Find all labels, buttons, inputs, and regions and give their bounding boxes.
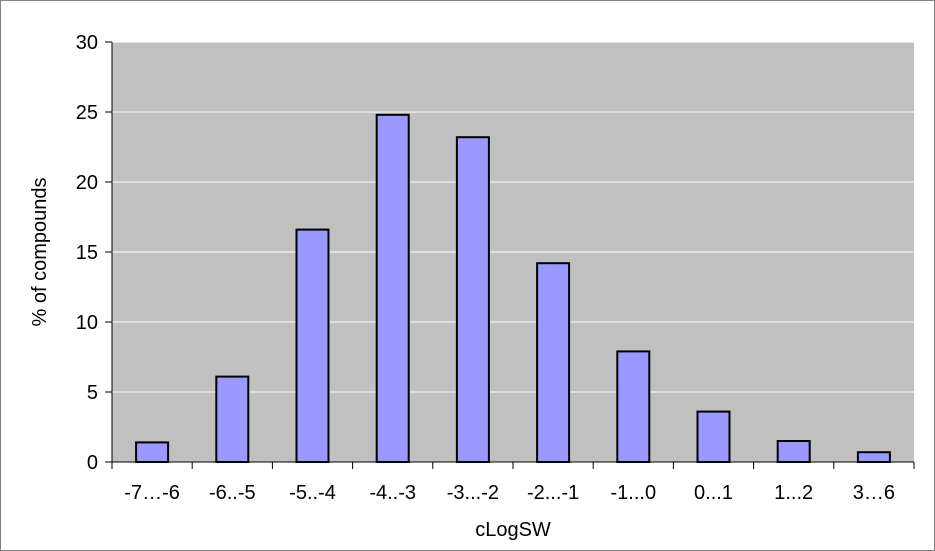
x-tick-labels: -7…-6 -6..-5 -5..-4 -4..-3 -3...-2 -2...-1 -1.… bbox=[124, 482, 895, 504]
x-tick-label: -7…-6 bbox=[124, 482, 180, 504]
y-tick-label: 25 bbox=[76, 102, 98, 124]
x-tick-label: 3…6 bbox=[853, 482, 895, 504]
bar bbox=[135, 441, 170, 463]
y-tick-label: 20 bbox=[76, 172, 98, 194]
gridlines bbox=[112, 41, 914, 393]
y-axis-title: % of compounds bbox=[29, 178, 51, 327]
y-tick-labels: 0 5 10 15 20 25 30 bbox=[76, 32, 98, 474]
bar bbox=[375, 113, 410, 464]
x-tick-label: -2...-1 bbox=[527, 482, 579, 504]
x-tick-label: -4..-3 bbox=[369, 482, 416, 504]
bar bbox=[536, 262, 571, 464]
x-tick-label: -1...0 bbox=[611, 482, 657, 504]
x-tick-label: -5..-4 bbox=[289, 482, 336, 504]
bar bbox=[455, 136, 490, 463]
bar bbox=[295, 228, 330, 463]
x-tick-label: 1...2 bbox=[774, 482, 813, 504]
x-axis-title: cLogSW bbox=[475, 519, 551, 541]
y-tick-label: 15 bbox=[76, 242, 98, 264]
bar bbox=[696, 410, 731, 464]
bar bbox=[616, 350, 651, 463]
bar bbox=[776, 440, 811, 463]
y-tick-label: 30 bbox=[76, 32, 98, 54]
y-tick-label: 5 bbox=[87, 382, 98, 404]
x-tick-label: 0...1 bbox=[694, 482, 733, 504]
bar bbox=[215, 375, 250, 464]
bar bbox=[856, 451, 891, 464]
x-tick-label: -3...-2 bbox=[447, 482, 499, 504]
y-tick-label: 10 bbox=[76, 312, 98, 334]
axes bbox=[105, 41, 915, 469]
y-tick-label: 0 bbox=[87, 452, 98, 474]
x-tick-label: -6..-5 bbox=[209, 482, 256, 504]
